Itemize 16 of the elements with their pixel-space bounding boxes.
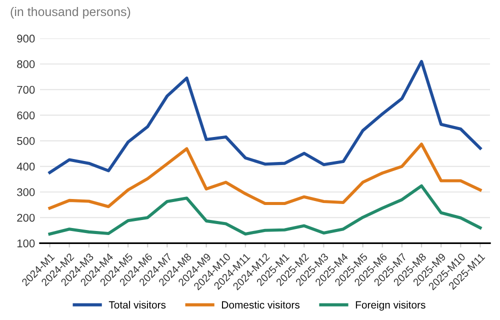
y-tick-label: 500 [17, 137, 35, 145]
line-series [48, 142, 482, 210]
y-tick-label: 800 [17, 60, 35, 68]
line-series [48, 184, 482, 236]
legend-label: Domestic visitors [222, 300, 300, 309]
legend-label: Foreign visitors [356, 300, 426, 311]
y-tick-label: 200 [17, 214, 35, 222]
y-tick-label: 400 [16, 162, 35, 171]
y-tick-label: 600 [17, 111, 35, 120]
chart-subtitle: (in thousand persons) [10, 6, 130, 19]
line-series [48, 60, 482, 174]
y-tick-label: 100 [17, 239, 35, 248]
y-tick-label: 900 [17, 34, 35, 43]
legend-label: Total visitors [108, 300, 166, 309]
y-tick-label: 300 [17, 188, 35, 196]
y-tick-label: 700 [17, 86, 35, 94]
